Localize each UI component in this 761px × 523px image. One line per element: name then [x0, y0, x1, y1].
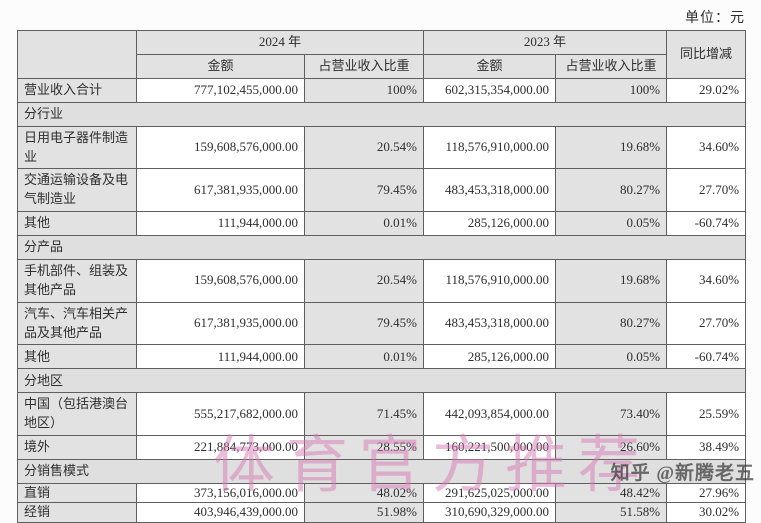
table-header: 2024 年 2023 年 同比增减 金额 占营业收入比重 金额 占营业收入比重 — [17, 30, 747, 79]
yoy-cell: 34.60% — [666, 259, 747, 303]
row-label: 日用电子器件制造业 — [17, 125, 137, 170]
pct-2024-cell: 48.02% — [303, 483, 425, 504]
yoy-cell: 27.96% — [666, 483, 747, 504]
row-label: 中国（包括港澳台地区） — [17, 392, 137, 437]
pct-2023-cell: 19.68% — [555, 125, 668, 170]
amount-2023-cell: 310,690,329,000.00 — [423, 502, 557, 523]
amount-2024-cell: 159,608,576,000.00 — [136, 125, 305, 170]
amount-2024-cell: 159,608,576,000.00 — [136, 259, 305, 303]
table-row: 交通运输设备及电气制造业 617,381,935,000.00 79.45% 483,… — [17, 168, 747, 213]
table-row: 境外 221,884,773,000.00 28.55% 160,221,500,00… — [17, 435, 747, 461]
corner-cell — [17, 30, 137, 79]
amount-2024-cell: 617,381,935,000.00 — [136, 168, 305, 213]
yoy-cell: 38.49% — [666, 435, 747, 461]
pct-2023-cell: 100% — [555, 77, 668, 103]
year-2023-header: 2023 年 — [423, 30, 668, 55]
amount-2023-cell: 285,126,000.00 — [423, 344, 557, 370]
table-row: 直销 373,156,016,000.00 48.02% 291,625,025,00… — [17, 483, 747, 504]
pct-2024-cell: 28.55% — [303, 435, 425, 461]
pct-2024-cell: 20.54% — [303, 125, 425, 170]
pct-2023-cell: 80.27% — [555, 301, 668, 346]
pct-2023-cell: 51.58% — [555, 502, 668, 523]
section-row: 分地区 — [16, 368, 747, 394]
amount-2024-cell: 555,217,682,000.00 — [136, 392, 305, 437]
revenue-table: 2024 年 2023 年 同比增减 金额 占营业收入比重 金额 占营业收入比重… — [16, 30, 747, 523]
yoy-header: 同比增减 — [666, 30, 747, 79]
amount-2023-cell: 602,315,354,000.00 — [423, 77, 557, 103]
pct-2024-header: 占营业收入比重 — [303, 53, 425, 79]
amount-2023-cell: 285,126,000.00 — [423, 211, 557, 237]
pct-2023-cell: 0.05% — [555, 344, 668, 370]
pct-2024-cell: 0.01% — [303, 211, 425, 237]
row-label: 其他 — [17, 211, 137, 237]
amount-2023-cell: 291,625,025,000.00 — [423, 483, 557, 504]
section-label: 分行业 — [16, 101, 747, 127]
table-row: 汽车、汽车相关产品及其他产品 617,381,935,000.00 79.45% 48… — [17, 301, 747, 346]
yoy-cell: 27.70% — [666, 301, 747, 346]
yoy-cell: 29.02% — [666, 77, 747, 103]
amount-2024-header: 金额 — [136, 53, 305, 79]
amount-2023-cell: 118,576,910,000.00 — [423, 125, 557, 170]
section-row: 分产品 — [16, 235, 747, 261]
amount-2024-cell: 221,884,773,000.00 — [136, 435, 305, 461]
pct-2024-cell: 79.45% — [303, 301, 425, 346]
row-label: 营业收入合计 — [17, 77, 137, 103]
table-body: 营业收入合计 777,102,455,000.00 100% 602,315,354,… — [16, 77, 747, 523]
yoy-cell: 27.70% — [666, 168, 747, 213]
row-label: 手机部件、组装及其他产品 — [17, 259, 137, 303]
amount-2023-cell: 483,453,318,000.00 — [423, 301, 557, 346]
amount-2024-cell: 111,944,000.00 — [136, 344, 305, 370]
yoy-cell: -60.74% — [666, 344, 747, 370]
yoy-cell: 25.59% — [666, 392, 747, 437]
section-label: 分销售模式 — [16, 459, 747, 485]
section-label: 分地区 — [16, 368, 747, 394]
row-label: 交通运输设备及电气制造业 — [17, 168, 137, 213]
amount-2023-cell: 442,093,854,000.00 — [423, 392, 557, 437]
pct-2024-cell: 0.01% — [303, 344, 425, 370]
pct-2023-cell: 80.27% — [555, 168, 668, 213]
amount-2024-cell: 403,946,439,000.00 — [136, 502, 305, 523]
table-row: 手机部件、组装及其他产品 159,608,576,000.00 20.54% 118,… — [17, 259, 747, 303]
yoy-cell: 30.02% — [666, 502, 747, 523]
pct-2024-cell: 71.45% — [303, 392, 425, 437]
pct-2023-cell: 19.68% — [555, 259, 668, 303]
unit-label: 单位：元 — [685, 11, 745, 26]
pct-2024-cell: 51.98% — [303, 502, 425, 523]
section-row: 分销售模式 — [16, 459, 747, 485]
table-row: 营业收入合计 777,102,455,000.00 100% 602,315,354,… — [17, 77, 747, 103]
row-label: 其他 — [17, 344, 137, 370]
amount-2024-cell: 373,156,016,000.00 — [136, 483, 305, 504]
section-row: 分行业 — [16, 101, 747, 127]
pct-2024-cell: 20.54% — [303, 259, 425, 303]
year-2024-header: 2024 年 — [135, 30, 425, 55]
amount-2023-header: 金额 — [423, 53, 557, 79]
row-label: 经销 — [17, 502, 137, 523]
pct-2023-cell: 48.42% — [555, 483, 668, 504]
table-row: 日用电子器件制造业 159,608,576,000.00 20.54% 118,576… — [17, 125, 747, 170]
row-label: 汽车、汽车相关产品及其他产品 — [17, 301, 137, 346]
table-row: 其他 111,944,000.00 0.01% 285,126,000.00 0.05%… — [17, 211, 747, 237]
amount-2023-cell: 118,576,910,000.00 — [423, 259, 557, 303]
pct-2023-header: 占营业收入比重 — [555, 53, 668, 79]
pct-2024-cell: 100% — [303, 77, 425, 103]
section-label: 分产品 — [16, 235, 747, 261]
row-label: 境外 — [17, 435, 137, 461]
pct-2023-cell: 26.60% — [555, 435, 668, 461]
table-row: 其他 111,944,000.00 0.01% 285,126,000.00 0.05%… — [17, 344, 747, 370]
yoy-cell: 34.60% — [666, 125, 747, 170]
yoy-cell: -60.74% — [666, 211, 747, 237]
amount-2024-cell: 111,944,000.00 — [136, 211, 305, 237]
amount-2024-cell: 617,381,935,000.00 — [136, 301, 305, 346]
pct-2023-cell: 73.40% — [555, 392, 668, 437]
pct-2024-cell: 79.45% — [303, 168, 425, 213]
pct-2023-cell: 0.05% — [555, 211, 668, 237]
table-row: 中国（包括港澳台地区） 555,217,682,000.00 71.45% 442,0… — [17, 392, 747, 437]
amount-2023-cell: 160,221,500,000.00 — [423, 435, 557, 461]
table-row: 经销 403,946,439,000.00 51.98% 310,690,329,00… — [17, 502, 747, 523]
amount-2023-cell: 483,453,318,000.00 — [423, 168, 557, 213]
row-label: 直销 — [17, 483, 137, 504]
amount-2024-cell: 777,102,455,000.00 — [136, 77, 305, 103]
